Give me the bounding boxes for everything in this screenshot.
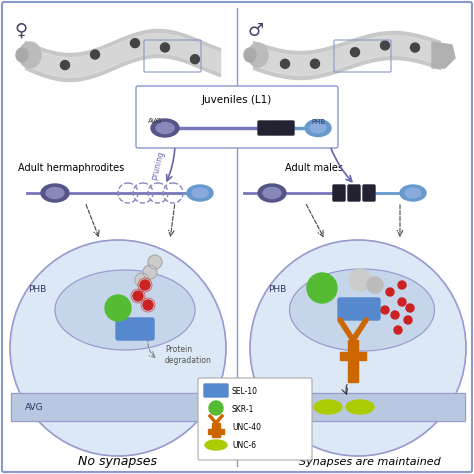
Ellipse shape xyxy=(61,61,70,70)
Ellipse shape xyxy=(290,269,435,351)
Bar xyxy=(208,429,224,434)
Circle shape xyxy=(143,300,153,310)
Circle shape xyxy=(105,295,131,321)
Ellipse shape xyxy=(381,41,390,50)
Bar xyxy=(11,393,225,421)
FancyBboxPatch shape xyxy=(204,384,228,397)
Text: SEL-10: SEL-10 xyxy=(232,386,258,395)
Circle shape xyxy=(135,273,149,287)
Text: UNC-40: UNC-40 xyxy=(232,422,261,431)
Bar xyxy=(251,393,465,421)
Circle shape xyxy=(148,255,162,269)
Text: AVG: AVG xyxy=(265,402,283,411)
Ellipse shape xyxy=(156,122,174,134)
FancyBboxPatch shape xyxy=(363,185,375,201)
Circle shape xyxy=(406,304,414,312)
Ellipse shape xyxy=(55,270,195,350)
Text: Juveniles (L1): Juveniles (L1) xyxy=(202,95,272,105)
Ellipse shape xyxy=(281,400,309,414)
Ellipse shape xyxy=(263,188,281,199)
Ellipse shape xyxy=(400,185,426,201)
Ellipse shape xyxy=(46,188,64,199)
Circle shape xyxy=(398,281,406,289)
Text: Synapses are maintained: Synapses are maintained xyxy=(299,457,441,467)
Circle shape xyxy=(367,277,383,293)
Ellipse shape xyxy=(151,119,179,137)
Ellipse shape xyxy=(161,43,170,52)
Ellipse shape xyxy=(350,48,359,57)
Circle shape xyxy=(209,401,223,415)
Circle shape xyxy=(133,291,143,301)
FancyBboxPatch shape xyxy=(338,298,380,320)
Circle shape xyxy=(394,326,402,334)
Ellipse shape xyxy=(191,55,200,64)
Bar xyxy=(348,340,358,382)
Text: SKR-1: SKR-1 xyxy=(232,404,255,413)
Ellipse shape xyxy=(244,48,256,62)
Ellipse shape xyxy=(130,38,139,47)
Bar xyxy=(251,393,465,421)
Ellipse shape xyxy=(205,440,227,450)
FancyBboxPatch shape xyxy=(198,378,312,460)
Ellipse shape xyxy=(91,50,100,59)
Ellipse shape xyxy=(410,43,419,52)
Ellipse shape xyxy=(19,42,41,68)
Bar xyxy=(212,423,220,437)
Text: UNC-6: UNC-6 xyxy=(232,440,256,449)
Text: No synapses: No synapses xyxy=(79,456,157,468)
Circle shape xyxy=(250,240,466,456)
FancyBboxPatch shape xyxy=(333,185,345,201)
Circle shape xyxy=(391,311,399,319)
Ellipse shape xyxy=(310,59,319,68)
Ellipse shape xyxy=(41,184,69,202)
Ellipse shape xyxy=(305,119,331,137)
FancyBboxPatch shape xyxy=(136,86,338,148)
Ellipse shape xyxy=(314,400,342,414)
Ellipse shape xyxy=(405,188,421,198)
Text: Protein
degradation: Protein degradation xyxy=(165,345,212,365)
Circle shape xyxy=(398,298,406,306)
Ellipse shape xyxy=(187,185,213,201)
Text: PHB: PHB xyxy=(311,119,325,125)
Ellipse shape xyxy=(192,188,208,198)
Text: AVG: AVG xyxy=(25,402,44,411)
Text: PHB: PHB xyxy=(268,285,286,294)
Ellipse shape xyxy=(16,48,28,62)
Text: Adult hermaphrodites: Adult hermaphrodites xyxy=(18,163,124,173)
Text: ♂: ♂ xyxy=(248,22,264,40)
FancyBboxPatch shape xyxy=(116,318,154,340)
Ellipse shape xyxy=(248,43,268,67)
FancyBboxPatch shape xyxy=(348,185,360,201)
Ellipse shape xyxy=(310,123,326,133)
Circle shape xyxy=(140,280,150,290)
Ellipse shape xyxy=(258,184,286,202)
Circle shape xyxy=(307,273,337,303)
FancyBboxPatch shape xyxy=(270,121,282,135)
Text: ♀: ♀ xyxy=(14,22,27,40)
Circle shape xyxy=(143,265,157,279)
Text: Adult males: Adult males xyxy=(285,163,343,173)
Ellipse shape xyxy=(281,59,290,68)
Polygon shape xyxy=(432,42,455,68)
FancyBboxPatch shape xyxy=(258,121,270,135)
Bar xyxy=(11,393,225,421)
Text: pruning: pruning xyxy=(150,149,166,181)
Text: AVG: AVG xyxy=(148,118,162,124)
Circle shape xyxy=(386,288,394,296)
Text: PHB: PHB xyxy=(28,285,46,294)
Circle shape xyxy=(10,240,226,456)
Circle shape xyxy=(349,269,371,291)
FancyBboxPatch shape xyxy=(282,121,294,135)
Circle shape xyxy=(381,306,389,314)
Ellipse shape xyxy=(346,400,374,414)
Bar xyxy=(340,352,366,360)
Circle shape xyxy=(404,316,412,324)
